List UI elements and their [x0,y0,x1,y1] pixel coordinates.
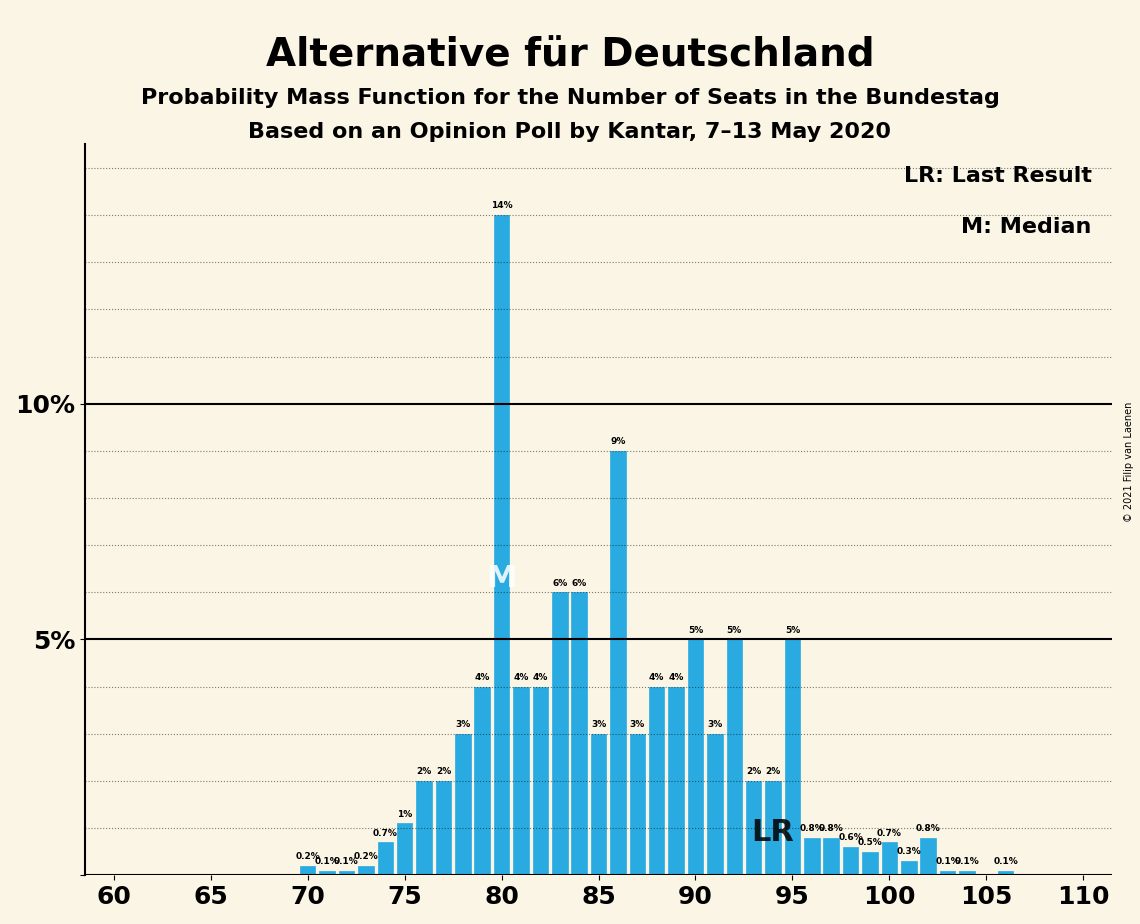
Bar [939,870,955,875]
Bar [842,847,858,875]
Bar [998,870,1013,875]
Text: 0.1%: 0.1% [993,857,1018,866]
Text: 3%: 3% [707,720,723,729]
Text: 0.7%: 0.7% [877,829,902,837]
Text: 0.8%: 0.8% [799,824,824,833]
Text: 6%: 6% [571,578,587,588]
Bar [571,592,587,875]
Bar [532,687,548,875]
Bar [513,687,529,875]
Bar [494,215,510,875]
Text: 6%: 6% [552,578,568,588]
Text: 0.1%: 0.1% [954,857,979,866]
Text: 0.2%: 0.2% [295,852,320,861]
Bar [319,870,335,875]
Text: 14%: 14% [491,201,512,211]
Bar [455,734,471,875]
Text: 0.3%: 0.3% [896,847,921,857]
Text: 0.6%: 0.6% [838,833,863,843]
Text: 0.8%: 0.8% [915,824,940,833]
Text: LR: LR [751,819,795,847]
Bar [881,843,897,875]
Text: Probability Mass Function for the Number of Seats in the Bundestag: Probability Mass Function for the Number… [140,88,1000,108]
Text: 9%: 9% [610,437,626,446]
Text: 0.5%: 0.5% [857,838,882,847]
Text: 4%: 4% [649,673,665,682]
Bar [416,781,432,875]
Bar [862,852,878,875]
Bar [358,866,374,875]
Bar [959,870,975,875]
Text: 2%: 2% [435,767,451,776]
Text: M: Median: M: Median [961,217,1092,237]
Text: 4%: 4% [532,673,548,682]
Bar [591,734,606,875]
Bar [339,870,355,875]
Bar [668,687,684,875]
Bar [397,823,413,875]
Text: M: M [487,564,516,592]
Text: 5%: 5% [784,626,800,635]
Bar [649,687,665,875]
Text: 0.8%: 0.8% [819,824,844,833]
Text: 4%: 4% [474,673,490,682]
Text: 3%: 3% [591,720,606,729]
Text: 4%: 4% [668,673,684,682]
Text: 0.2%: 0.2% [353,852,378,861]
Bar [435,781,451,875]
Text: 0.7%: 0.7% [373,829,398,837]
Bar [920,837,936,875]
Bar [726,639,742,875]
Text: © 2021 Filip van Laenen: © 2021 Filip van Laenen [1124,402,1134,522]
Text: 1%: 1% [397,809,413,819]
Bar [765,781,781,875]
Text: 5%: 5% [726,626,742,635]
Bar [552,592,568,875]
Text: 5%: 5% [687,626,703,635]
Bar [610,451,626,875]
Bar [804,837,820,875]
Bar [901,861,917,875]
Text: 2%: 2% [746,767,762,776]
Text: 2%: 2% [416,767,432,776]
Bar [377,843,393,875]
Text: 0.1%: 0.1% [315,857,340,866]
Bar [474,687,490,875]
Text: Based on an Opinion Poll by Kantar, 7–13 May 2020: Based on an Opinion Poll by Kantar, 7–13… [249,122,891,142]
Text: 0.1%: 0.1% [935,857,960,866]
Text: 3%: 3% [629,720,645,729]
Text: LR: Last Result: LR: Last Result [904,166,1092,187]
Text: 4%: 4% [513,673,529,682]
Text: 3%: 3% [455,720,471,729]
Bar [707,734,723,875]
Bar [746,781,762,875]
Text: 2%: 2% [765,767,781,776]
Text: Alternative für Deutschland: Alternative für Deutschland [266,37,874,75]
Bar [687,639,703,875]
Bar [784,639,800,875]
Bar [823,837,839,875]
Bar [629,734,645,875]
Text: 0.1%: 0.1% [334,857,359,866]
Bar [300,866,316,875]
